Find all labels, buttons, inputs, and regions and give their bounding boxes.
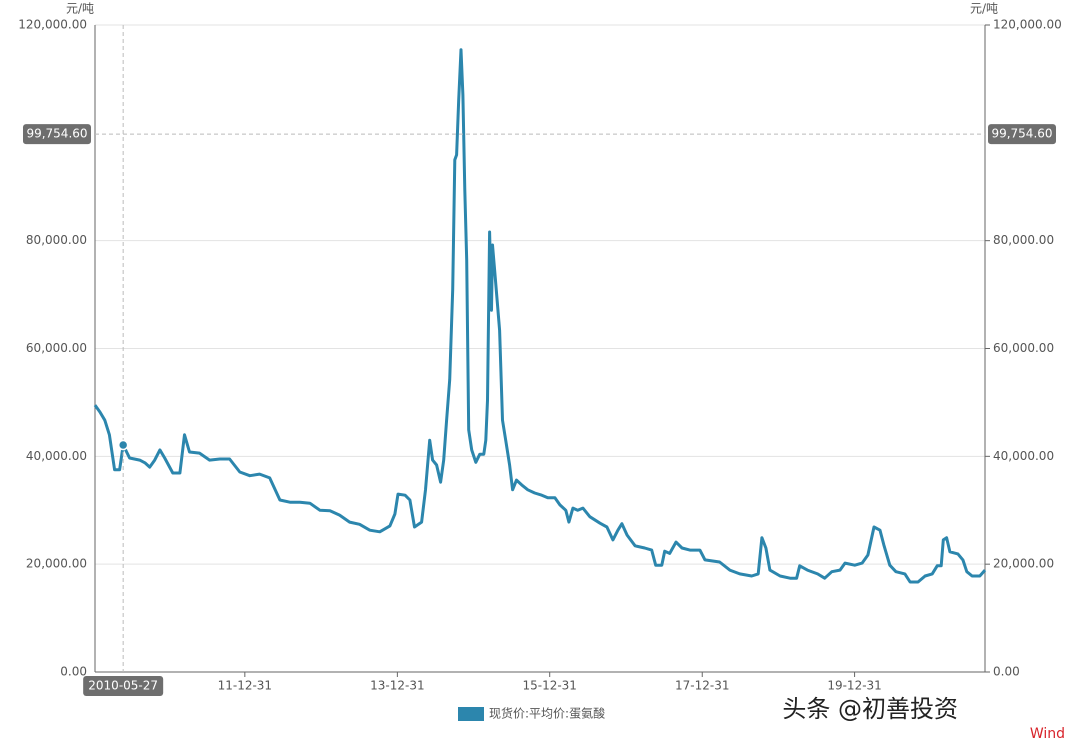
y-tick-label: 60,000.00 [26, 341, 87, 355]
x-tick-label: 17-12-31 [675, 679, 729, 693]
x-tick-label: 19-12-31 [827, 679, 881, 693]
y-tick-label: 120,000.00 [18, 18, 87, 32]
watermark: 头条 @初善投资 [782, 695, 958, 723]
y2-tick-label: 80,000.00 [993, 233, 1054, 247]
x-tick-label: 13-12-31 [370, 679, 424, 693]
y2-tick-label: 0.00 [993, 665, 1020, 679]
y-tick-label: 40,000.00 [26, 449, 87, 463]
cursor-x-label: 2010-05-27 [88, 679, 158, 693]
cursor-y2-label-box [988, 124, 1056, 145]
cursor-y2-label: 99,754.60 [991, 127, 1052, 141]
y-tick-label: 20,000.00 [26, 557, 87, 571]
x-tick-label: 11-12-31 [218, 679, 272, 693]
highlight-point [117, 439, 129, 451]
x-tick-label: 15-12-31 [522, 679, 576, 693]
source: Wind [1030, 726, 1065, 742]
y2-tick-label: 20,000.00 [993, 557, 1054, 571]
y-tick-label: 80,000.00 [26, 233, 87, 247]
y2-tick-label: 120,000.00 [993, 18, 1062, 32]
line-series [93, 48, 987, 584]
legend-swatch [458, 707, 484, 721]
y2-tick-label: 60,000.00 [993, 341, 1054, 355]
y2-unit: 元/吨 [970, 2, 998, 16]
cursor-x-label-box [83, 676, 164, 696]
y-tick-label: 0.00 [60, 665, 87, 679]
y-unit: 元/吨 [66, 2, 94, 16]
y2-tick-label: 40,000.00 [993, 449, 1054, 463]
cursor-y-label: 99,754.60 [26, 127, 87, 141]
cursor-y-label-box [23, 124, 91, 145]
legend-label: 现货价:平均价:蛋氨酸 [489, 706, 605, 721]
